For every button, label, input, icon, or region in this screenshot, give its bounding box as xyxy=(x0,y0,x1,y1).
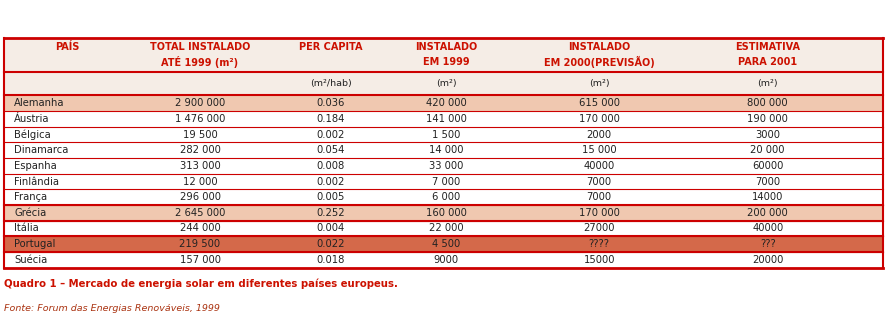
Text: 27000: 27000 xyxy=(583,223,614,233)
Text: 296 000: 296 000 xyxy=(179,192,221,202)
Text: 170 000: 170 000 xyxy=(578,208,619,218)
Text: 2000: 2000 xyxy=(586,130,611,140)
Text: 157 000: 157 000 xyxy=(179,255,221,265)
Text: ????: ???? xyxy=(588,239,609,249)
Text: (m²): (m²) xyxy=(757,79,777,88)
Text: 15 000: 15 000 xyxy=(581,145,616,155)
Bar xyxy=(4,205,882,221)
Text: 0.004: 0.004 xyxy=(316,223,345,233)
Text: 7000: 7000 xyxy=(754,177,780,187)
Bar xyxy=(4,72,882,95)
Bar xyxy=(4,252,882,268)
Text: PAÍS: PAÍS xyxy=(55,42,79,52)
Text: 0.008: 0.008 xyxy=(316,161,345,171)
Bar xyxy=(4,38,882,72)
Text: 14000: 14000 xyxy=(751,192,782,202)
Bar xyxy=(4,174,882,189)
Text: INSTALADO: INSTALADO xyxy=(567,42,630,52)
Text: 190 000: 190 000 xyxy=(746,114,788,124)
Text: INSTALADO: INSTALADO xyxy=(415,42,477,52)
Text: 800 000: 800 000 xyxy=(747,98,787,108)
Text: 615 000: 615 000 xyxy=(578,98,619,108)
Bar xyxy=(4,142,882,158)
Text: 60000: 60000 xyxy=(751,161,782,171)
Bar xyxy=(4,127,882,142)
Text: 200 000: 200 000 xyxy=(747,208,787,218)
Text: 2 900 000: 2 900 000 xyxy=(175,98,225,108)
Text: 22 000: 22 000 xyxy=(428,223,463,233)
Text: EM 2000(PREVISÃO): EM 2000(PREVISÃO) xyxy=(543,56,654,68)
Text: (m²): (m²) xyxy=(588,79,609,88)
Text: TOTAL INSTALADO: TOTAL INSTALADO xyxy=(150,42,250,52)
Text: 170 000: 170 000 xyxy=(578,114,619,124)
Text: 20 000: 20 000 xyxy=(750,145,784,155)
Text: Bélgica: Bélgica xyxy=(14,129,51,140)
Text: 20000: 20000 xyxy=(751,255,782,265)
Text: 160 000: 160 000 xyxy=(425,208,466,218)
Text: (m²/hab): (m²/hab) xyxy=(309,79,352,88)
Text: 313 000: 313 000 xyxy=(180,161,220,171)
Bar xyxy=(4,95,882,111)
Text: Espanha: Espanha xyxy=(14,161,57,171)
Text: 0.054: 0.054 xyxy=(316,145,345,155)
Text: (m²): (m²) xyxy=(435,79,456,88)
Bar xyxy=(4,221,882,236)
Text: Fonte: Forum das Energias Renováveis, 1999: Fonte: Forum das Energias Renováveis, 19… xyxy=(4,304,220,313)
Text: 0.005: 0.005 xyxy=(316,192,345,202)
Text: 0.252: 0.252 xyxy=(316,208,345,218)
Text: Portugal: Portugal xyxy=(14,239,56,249)
Text: Grécia: Grécia xyxy=(14,208,46,218)
Text: 2 645 000: 2 645 000 xyxy=(175,208,225,218)
Text: 12 000: 12 000 xyxy=(183,177,217,187)
Text: 19 500: 19 500 xyxy=(183,130,217,140)
Text: 420 000: 420 000 xyxy=(425,98,466,108)
Text: EM 1999: EM 1999 xyxy=(423,57,469,67)
Text: ESTIMATIVA: ESTIMATIVA xyxy=(734,42,799,52)
Text: 3000: 3000 xyxy=(754,130,780,140)
Text: Suécia: Suécia xyxy=(14,255,47,265)
Text: 7000: 7000 xyxy=(586,192,611,202)
Text: 141 000: 141 000 xyxy=(425,114,466,124)
Text: Áustria: Áustria xyxy=(14,114,50,124)
Text: 1 476 000: 1 476 000 xyxy=(175,114,225,124)
Text: ???: ??? xyxy=(759,239,774,249)
Text: 219 500: 219 500 xyxy=(179,239,221,249)
Text: Quadro 1 – Mercado de energia solar em diferentes países europeus.: Quadro 1 – Mercado de energia solar em d… xyxy=(4,278,398,289)
Bar xyxy=(4,236,882,252)
Text: ATÉ 1999 (m²): ATÉ 1999 (m²) xyxy=(161,56,238,68)
Bar xyxy=(4,111,882,127)
Text: 0.002: 0.002 xyxy=(316,130,345,140)
Text: PARA 2001: PARA 2001 xyxy=(737,57,797,67)
Text: 0.022: 0.022 xyxy=(316,239,345,249)
Text: 0.184: 0.184 xyxy=(316,114,345,124)
Text: 33 000: 33 000 xyxy=(429,161,462,171)
Text: Alemanha: Alemanha xyxy=(14,98,65,108)
Bar xyxy=(4,189,882,205)
Text: 244 000: 244 000 xyxy=(180,223,220,233)
Text: 7 000: 7 000 xyxy=(431,177,460,187)
Text: 15000: 15000 xyxy=(583,255,614,265)
Text: 0.036: 0.036 xyxy=(316,98,345,108)
Bar xyxy=(4,158,882,174)
Text: 40000: 40000 xyxy=(583,161,614,171)
Text: 6 000: 6 000 xyxy=(431,192,460,202)
Text: Finlândia: Finlândia xyxy=(14,177,59,187)
Text: 40000: 40000 xyxy=(751,223,782,233)
Text: 9000: 9000 xyxy=(433,255,458,265)
Text: 0.018: 0.018 xyxy=(316,255,345,265)
Text: PER CAPITA: PER CAPITA xyxy=(299,42,362,52)
Text: Itália: Itália xyxy=(14,223,39,233)
Text: França: França xyxy=(14,192,47,202)
Text: 0.002: 0.002 xyxy=(316,177,345,187)
Text: 4 500: 4 500 xyxy=(431,239,460,249)
Text: Dinamarca: Dinamarca xyxy=(14,145,68,155)
Text: 7000: 7000 xyxy=(586,177,611,187)
Text: 14 000: 14 000 xyxy=(429,145,462,155)
Text: 282 000: 282 000 xyxy=(179,145,221,155)
Text: 1 500: 1 500 xyxy=(431,130,460,140)
